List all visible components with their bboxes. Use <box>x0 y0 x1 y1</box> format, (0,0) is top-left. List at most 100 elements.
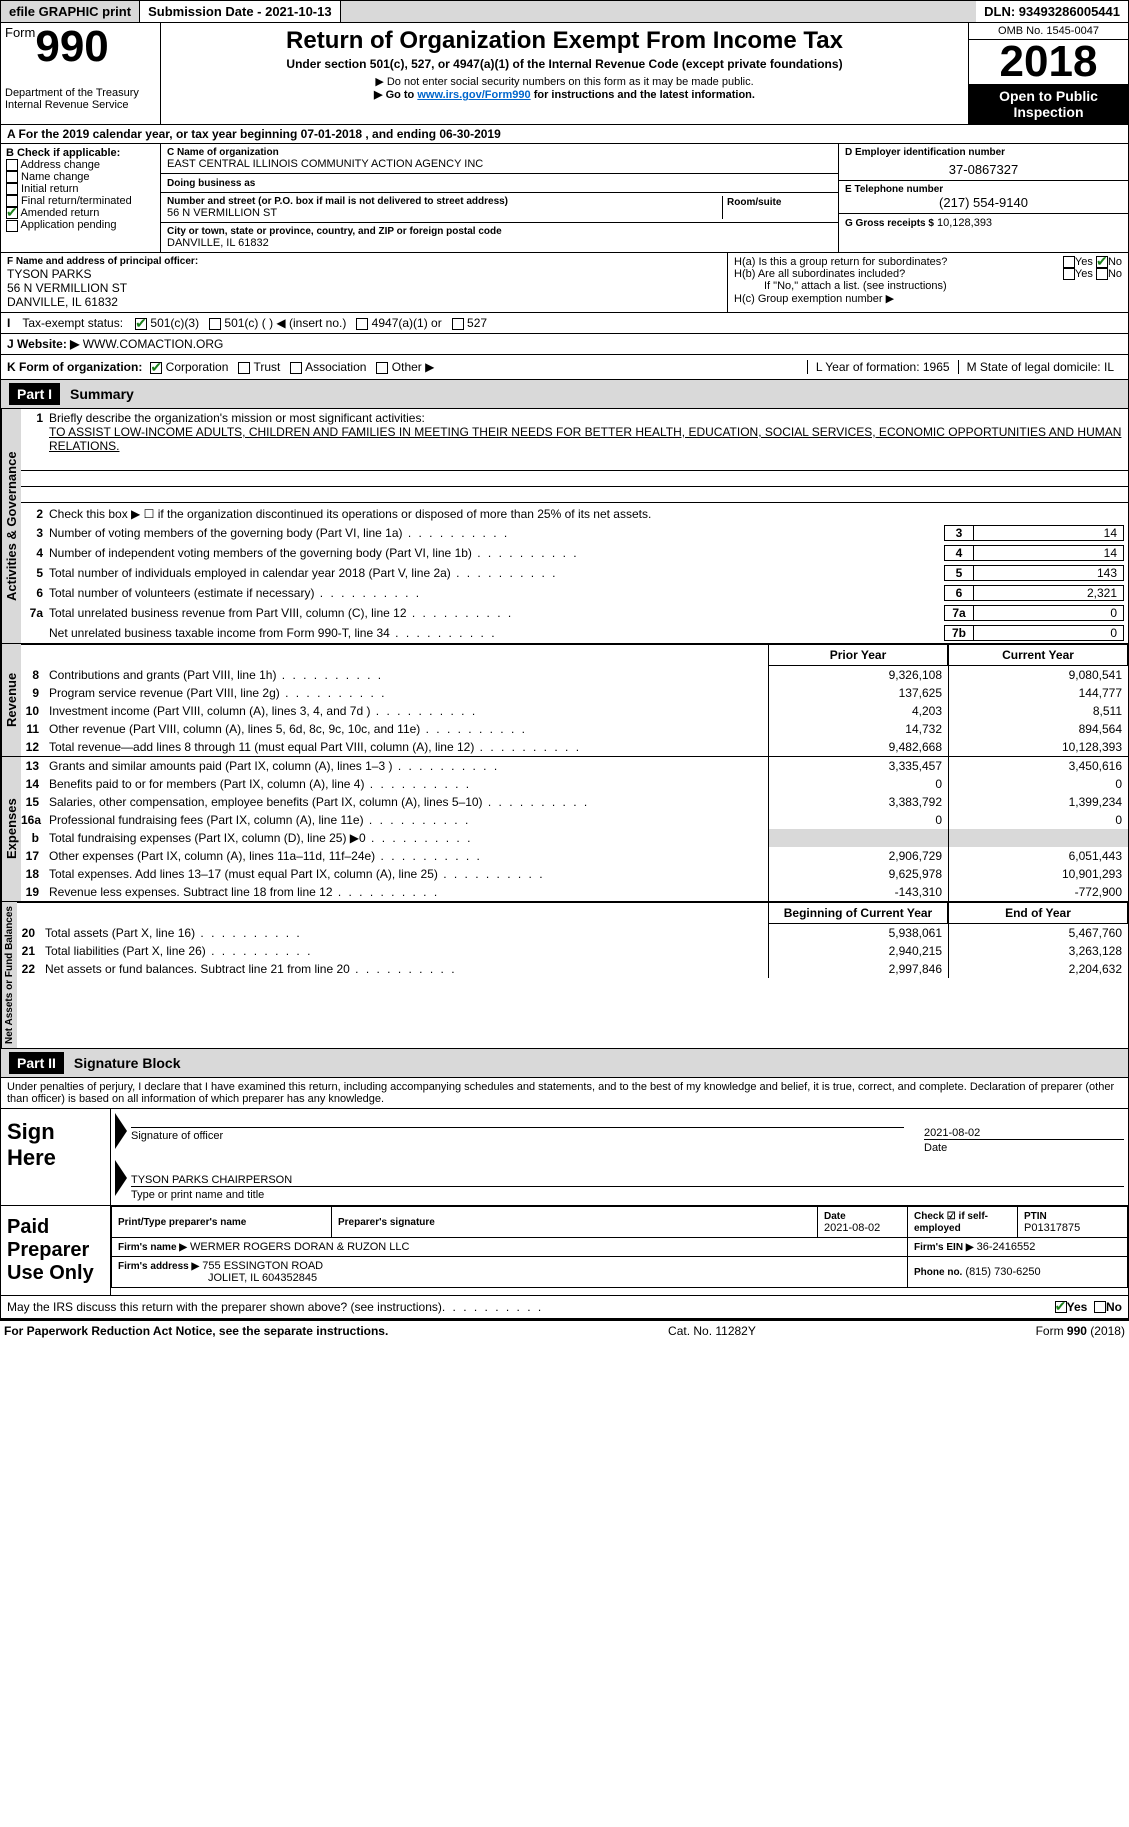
submission-date: Submission Date - 2021-10-13 <box>140 1 341 22</box>
date-label: Date <box>924 1142 947 1154</box>
org-address: 56 N VERMILLION ST <box>167 207 722 219</box>
vl-expenses: Expenses <box>1 757 21 901</box>
footer-cat: Cat. No. 11282Y <box>668 1324 756 1338</box>
hb-yes[interactable] <box>1063 268 1075 280</box>
firm-name-label: Firm's name ▶ <box>118 1242 187 1253</box>
form-id-box: Form990 Department of the Treasury Inter… <box>1 23 161 124</box>
dots <box>442 1300 1055 1314</box>
mission-text: TO ASSIST LOW-INCOME ADULTS, CHILDREN AN… <box>49 425 1121 453</box>
header-right: OMB No. 1545-0047 2018 Open to Public In… <box>968 23 1128 124</box>
hb-note: If "No," attach a list. (see instruction… <box>734 280 1122 292</box>
ptin-label: PTIN <box>1024 1211 1047 1222</box>
firm-addr-label: Firm's address ▶ <box>118 1261 199 1272</box>
k-opt-1[interactable] <box>238 362 250 374</box>
perjury-declaration: Under penalties of perjury, I declare th… <box>0 1078 1129 1109</box>
checkb-2[interactable] <box>6 183 18 195</box>
e-label: E Telephone number <box>845 184 1122 195</box>
org-city: DANVILLE, IL 61832 <box>167 237 832 249</box>
i-opt-3[interactable] <box>452 318 464 330</box>
note-ssn: ▶ Do not enter social security numbers o… <box>169 75 960 88</box>
form-number: 990 <box>35 22 108 71</box>
col-eoy: End of Year <box>948 903 1128 924</box>
dba-label: Doing business as <box>167 178 255 189</box>
i-opt-0[interactable] <box>135 318 147 330</box>
checkb-4[interactable] <box>6 207 18 219</box>
officer-name: TYSON PARKS <box>7 267 721 281</box>
discuss-yes[interactable] <box>1055 1301 1067 1313</box>
f-block: F Name and address of principal officer:… <box>1 253 728 312</box>
k-opt-2[interactable] <box>290 362 302 374</box>
i-opt-1[interactable] <box>209 318 221 330</box>
footer-left: For Paperwork Reduction Act Notice, see … <box>4 1324 388 1338</box>
hb-no[interactable] <box>1096 268 1108 280</box>
firm-name: WERMER ROGERS DORAN & RUZON LLC <box>190 1241 409 1253</box>
officer-addr1: 56 N VERMILLION ST <box>7 281 721 295</box>
tax-year: 2018 <box>969 40 1128 84</box>
prep-date-label: Date <box>824 1211 846 1222</box>
addr-label: Number and street (or P.O. box if mail i… <box>167 196 722 207</box>
name-title-label: Type or print name and title <box>131 1189 264 1201</box>
ein: 37-0867327 <box>845 162 1122 177</box>
part2-label: Part II <box>9 1052 64 1074</box>
checkb-0[interactable] <box>6 159 18 171</box>
hb-label: H(b) Are all subordinates included? <box>734 268 905 280</box>
part2-title: Signature Block <box>64 1052 191 1074</box>
col-current-year: Current Year <box>948 645 1128 666</box>
j-label: Website: ▶ <box>17 337 79 351</box>
website: WWW.COMACTION.ORG <box>83 337 224 351</box>
gross-receipts: 10,128,393 <box>937 217 992 229</box>
l-label: L Year of formation: <box>816 360 920 374</box>
city-label: City or town, state or province, country… <box>167 226 832 237</box>
arrow-icon <box>115 1160 127 1196</box>
efile-label[interactable]: efile GRAPHIC print <box>1 1 140 22</box>
b-label: B Check if applicable: <box>6 147 155 159</box>
vl-governance: Activities & Governance <box>1 409 21 643</box>
state-domicile: IL <box>1104 360 1114 374</box>
form-word: Form <box>5 25 35 40</box>
ptin: P01317875 <box>1024 1222 1080 1234</box>
org-name: EAST CENTRAL ILLINOIS COMMUNITY ACTION A… <box>167 158 832 170</box>
top-bar: efile GRAPHIC print Submission Date - 20… <box>0 0 1129 23</box>
phone: (217) 554-9140 <box>845 195 1122 210</box>
tax-year-row: A For the 2019 calendar year, or tax yea… <box>0 125 1129 144</box>
f-label: F Name and address of principal officer: <box>7 256 721 267</box>
k-opt-3[interactable] <box>376 362 388 374</box>
form990-link[interactable]: www.irs.gov/Form990 <box>417 89 530 101</box>
firm-phone: (815) 730-6250 <box>965 1266 1040 1278</box>
d-label: D Employer identification number <box>845 147 1122 158</box>
l2-text: Check this box ▶ ☐ if the organization d… <box>49 507 1124 521</box>
firm-addr1: 755 ESSINGTON ROAD <box>202 1260 323 1272</box>
form-subtitle: Under section 501(c), 527, or 4947(a)(1)… <box>169 57 960 71</box>
firm-addr2: JOLIET, IL 604352845 <box>118 1272 317 1284</box>
i-opt-2[interactable] <box>356 318 368 330</box>
col-prior-year: Prior Year <box>768 645 948 666</box>
h-block: H(a) Is this a group return for subordin… <box>728 253 1128 312</box>
i-label: Tax-exempt status: <box>22 316 123 330</box>
vl-revenue: Revenue <box>1 644 21 756</box>
vl-netassets: Net Assets or Fund Balances <box>1 902 17 1048</box>
checkb-5[interactable] <box>6 220 18 232</box>
officer-name-title: TYSON PARKS CHAIRPERSON <box>131 1174 292 1186</box>
irs-label: Internal Revenue Service <box>5 99 156 111</box>
checkb-1[interactable] <box>6 171 18 183</box>
discuss-no[interactable] <box>1094 1301 1106 1313</box>
col-boy: Beginning of Current Year <box>768 903 948 924</box>
check-if-applicable: B Check if applicable: Address change Na… <box>1 144 161 252</box>
firm-ein: 36-2416552 <box>977 1241 1036 1253</box>
g-label: G Gross receipts $ <box>845 218 934 229</box>
sig-officer-label: Signature of officer <box>131 1130 223 1142</box>
c-label: C Name of organization <box>167 147 832 158</box>
ha-yes[interactable] <box>1063 256 1075 268</box>
note-goto-pre: ▶ Go to <box>374 89 417 101</box>
ha-no[interactable] <box>1096 256 1108 268</box>
sig-date: 2021-08-02 <box>924 1127 980 1139</box>
part1-label: Part I <box>9 383 60 405</box>
form-title: Return of Organization Exempt From Incom… <box>169 27 960 55</box>
prep-name-label: Print/Type preparer's name <box>118 1217 246 1228</box>
part1-title: Summary <box>60 383 144 405</box>
m-label: M State of legal domicile: <box>967 360 1101 374</box>
k-label: K Form of organization: <box>7 360 142 374</box>
firm-phone-label: Phone no. <box>914 1267 962 1278</box>
firm-ein-label: Firm's EIN ▶ <box>914 1242 974 1253</box>
k-opt-0[interactable] <box>150 362 162 374</box>
